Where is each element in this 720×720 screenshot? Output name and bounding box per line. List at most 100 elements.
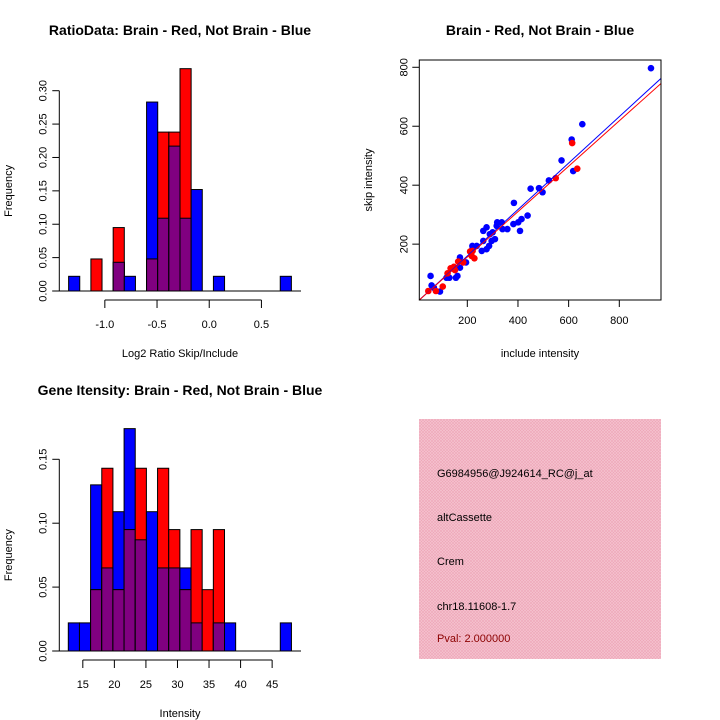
bar-overlap xyxy=(112,261,125,292)
point-not-brain xyxy=(510,199,518,207)
point-not-brain xyxy=(488,237,495,245)
bar-overlap xyxy=(157,567,170,652)
point-not-brain xyxy=(527,185,534,193)
y-axis-label: skip intensity xyxy=(363,148,375,211)
x-tick-label: 45 xyxy=(266,679,278,691)
bar-not-brain xyxy=(224,622,237,652)
point-not-brain xyxy=(499,225,506,233)
x-axis-label: include intensity xyxy=(501,348,580,360)
y-axis-label: Frequency xyxy=(3,164,15,216)
x-tick-label: 0.5 xyxy=(254,319,269,331)
point-not-brain xyxy=(579,120,586,128)
plot-frame xyxy=(418,59,662,301)
bar-not-brain xyxy=(279,275,292,292)
ratio-histogram: 0.00 0.05 0.10 0.15 0.20 0.25 0.30 -1.0 -0.5 0.0 0… xyxy=(3,22,311,360)
y-tick-label: 0.10 xyxy=(37,512,49,533)
bar-not-brain xyxy=(190,189,203,292)
x-tick-label: 600 xyxy=(559,315,577,327)
x-tick-label: 40 xyxy=(234,679,246,691)
x-tick-label: -1.0 xyxy=(95,319,114,331)
bar-not-brain xyxy=(68,275,81,292)
point-not-brain xyxy=(427,272,434,280)
point-not-brain xyxy=(647,64,655,72)
bar-overlap xyxy=(168,567,181,652)
bar-overlap xyxy=(212,622,226,652)
gene-name: Crem xyxy=(437,556,464,568)
bar-not-brain xyxy=(123,275,136,292)
bar-overlap xyxy=(179,589,192,652)
point-not-brain xyxy=(479,227,487,235)
bar-overlap xyxy=(146,258,159,292)
bar-overlap xyxy=(112,589,125,652)
intensity-histogram: 0.00 0.05 0.10 0.15 15 20 25 30 35 40 45 Gene Itens… xyxy=(3,382,323,720)
intensity-scatter-plot: 200 400 600 800 200 400 600 800 Brain - Red, Not… xyxy=(363,22,662,360)
probe-id: G6984956@J924614_RC@j_at xyxy=(437,468,593,480)
point-not-brain xyxy=(516,227,524,235)
chart-title: Gene Itensity: Brain - Red, Not Brain - … xyxy=(38,382,323,398)
x-axis-label: Log2 Ratio Skip/Include xyxy=(122,348,238,360)
point-brain xyxy=(439,283,447,290)
info-panel-background xyxy=(419,419,661,659)
point-not-brain xyxy=(558,157,565,164)
x-axis-label: Intensity xyxy=(160,708,201,720)
x-tick-label: 800 xyxy=(610,315,628,327)
bar-overlap xyxy=(190,622,203,652)
x-tick-label: 35 xyxy=(203,679,215,691)
bar-not-brain xyxy=(279,622,292,652)
x-tick-label: 400 xyxy=(509,315,527,327)
point-not-brain xyxy=(504,225,511,233)
y-tick-label: 0.05 xyxy=(37,247,49,268)
y-tick-label: 0.20 xyxy=(37,147,49,168)
info-panel: G6984956@J924614_RC@j_at altCassette Cre… xyxy=(419,419,661,659)
fit-line-not-brain xyxy=(419,78,661,300)
bar-overlap xyxy=(101,567,114,652)
bar-overlap xyxy=(90,589,103,652)
x-tick-label: 25 xyxy=(140,679,152,691)
y-tick-label: 0.15 xyxy=(37,449,49,470)
y-tick-label: 0.10 xyxy=(37,214,49,235)
point-not-brain xyxy=(524,212,531,219)
x-tick-label: 15 xyxy=(77,679,89,691)
point-not-brain xyxy=(510,220,517,228)
x-tick-label: 20 xyxy=(108,679,120,691)
event-type: altCassette xyxy=(437,512,492,524)
y-tick-label: 0.00 xyxy=(37,640,49,661)
y-tick-label: 0.25 xyxy=(37,113,49,134)
point-not-brain xyxy=(478,247,486,255)
point-brain xyxy=(432,287,440,295)
bar-overlap xyxy=(157,217,170,292)
chart-title: Brain - Red, Not Brain - Blue xyxy=(446,22,634,38)
point-not-brain xyxy=(456,264,464,272)
bar-overlap xyxy=(168,145,181,292)
x-tick-label: 200 xyxy=(458,315,476,327)
genomic-location: chr18.11608-1.7 xyxy=(437,601,516,613)
bar-not-brain xyxy=(67,622,80,652)
x-tick-label: -0.5 xyxy=(148,319,167,331)
bar-brain xyxy=(201,589,214,652)
y-tick-label: 0.30 xyxy=(37,80,49,101)
pval-text: Pval: 2.000000 xyxy=(437,633,510,645)
point-brain xyxy=(573,165,581,172)
bar-brain xyxy=(90,258,103,292)
y-tick-label: 0.15 xyxy=(37,180,49,201)
bar-overlap xyxy=(134,539,147,652)
bar-not-brain xyxy=(145,511,159,652)
y-tick-label: 200 xyxy=(398,235,410,253)
y-tick-label: 400 xyxy=(398,176,410,194)
x-tick-label: 30 xyxy=(171,679,183,691)
y-tick-label: 0.00 xyxy=(37,280,49,301)
y-tick-label: 600 xyxy=(398,117,410,135)
bar-not-brain xyxy=(212,275,226,292)
plot-area xyxy=(419,64,661,300)
bar-overlap xyxy=(123,529,136,652)
y-tick-label: 0.05 xyxy=(37,576,49,597)
fit-line-brain xyxy=(419,83,661,300)
point-brain xyxy=(471,254,478,262)
point-brain xyxy=(568,139,576,147)
y-tick-label: 800 xyxy=(398,58,410,76)
bar-overlap xyxy=(179,217,192,292)
x-tick-label: 0.0 xyxy=(202,319,217,331)
point-not-brain xyxy=(452,274,460,282)
bar-not-brain xyxy=(78,622,92,652)
